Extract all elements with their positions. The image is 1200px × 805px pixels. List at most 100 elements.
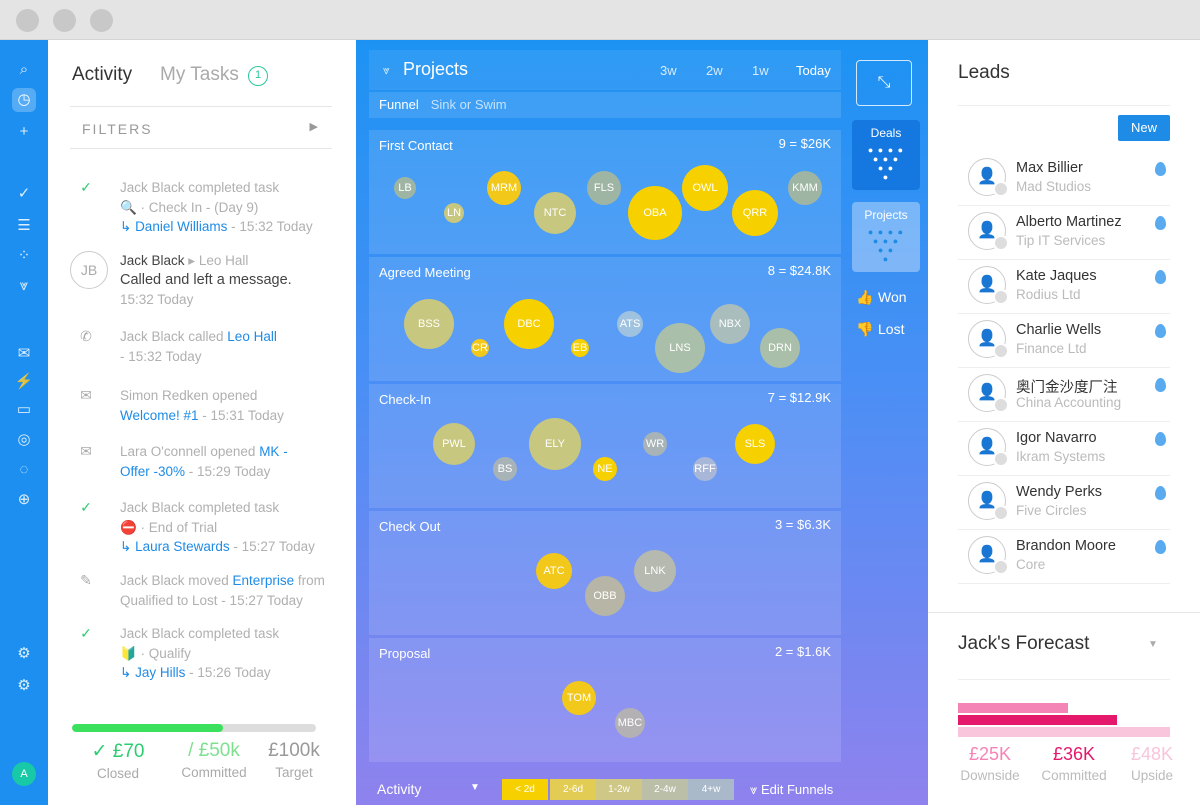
project-bubble[interactable]: NTC — [534, 192, 576, 234]
project-bubble[interactable]: BS — [493, 457, 517, 481]
lead-row[interactable]: 👤 Alberto Martinez Tip IT Services — [958, 206, 1170, 260]
lead-row[interactable]: 👤 Brandon Moore Core — [958, 530, 1170, 584]
feed-text: Simon Redken opened — [120, 388, 258, 403]
window-minimize-button[interactable] — [53, 9, 76, 32]
new-lead-button[interactable]: New — [1118, 115, 1170, 141]
check-icon[interactable]: ✓ — [17, 185, 31, 202]
age-legend-segment: 1-2w — [596, 779, 642, 800]
feed-time: - 15:32 Today — [227, 219, 313, 234]
window-close-button[interactable] — [16, 9, 39, 32]
project-bubble[interactable]: LNS — [655, 323, 705, 373]
won-label: Won — [878, 289, 907, 305]
settings-icon[interactable]: ⚙ — [17, 645, 31, 662]
feed-link[interactable]: Enterprise — [232, 573, 295, 588]
lead-row[interactable]: 👤 Charlie Wells Finance Ltd — [958, 314, 1170, 368]
project-bubble[interactable]: PWL — [433, 423, 475, 465]
project-bubble[interactable]: NE — [593, 457, 617, 481]
project-bubble[interactable]: QRR — [732, 190, 778, 236]
feed-link[interactable]: Welcome! #1 — [120, 407, 199, 423]
tab-deals[interactable]: Deals ● ● ● ● ● ● ● ● ● ● — [852, 120, 920, 190]
lead-row[interactable]: 👤 Kate Jaques Rodius Ltd — [958, 260, 1170, 314]
funnel-name[interactable]: Sink or Swim — [430, 97, 507, 112]
feed-link[interactable]: Jay Hills — [135, 665, 186, 680]
stage-name: Agreed Meeting — [379, 265, 471, 280]
filters-bar[interactable]: FILTERS ▶ — [70, 106, 332, 149]
tab-projects[interactable]: Projects ● ● ● ● ● ● ● ● ● ● — [852, 202, 920, 272]
drop-icon — [1155, 162, 1166, 176]
project-bubble[interactable]: OBA — [628, 186, 682, 240]
user-avatar[interactable]: A — [12, 762, 36, 786]
bolt-icon[interactable]: ⚡ — [14, 373, 34, 390]
project-bubble[interactable]: LN — [444, 203, 464, 223]
lead-row[interactable]: 👤 Wendy Perks Five Circles — [958, 476, 1170, 530]
project-bubble[interactable]: EB — [571, 339, 589, 357]
project-bubble[interactable]: OBB — [585, 576, 625, 616]
project-bubble[interactable]: MRM — [487, 171, 521, 205]
project-bubble[interactable]: LNK — [634, 550, 676, 592]
project-bubble[interactable]: OWL — [682, 165, 728, 211]
tab-my-tasks[interactable]: My Tasks — [160, 64, 239, 85]
project-bubble[interactable]: TOM — [562, 681, 596, 715]
inbox-icon[interactable]: ✉ — [17, 345, 31, 362]
avatar: 👤 — [968, 266, 1009, 305]
lead-row[interactable]: 👤 Max Billier Mad Studios — [958, 152, 1170, 206]
caret-down-icon[interactable]: ▼ — [470, 782, 480, 793]
project-bubble[interactable]: FLS — [587, 171, 621, 205]
won-filter[interactable]: 👍 Won — [856, 289, 907, 306]
search-icon[interactable]: ⌕ — [19, 61, 29, 78]
project-bubble[interactable]: CR — [471, 339, 489, 357]
project-bubble[interactable]: MBC — [615, 708, 645, 738]
project-bubble[interactable]: ATS — [617, 311, 643, 337]
funnel-board: ⩔ Projects 3w 2w 1w Today Funnel Sink or … — [356, 40, 928, 805]
period-2w[interactable]: 2w — [706, 63, 723, 78]
feed-link[interactable]: Laura Stewards — [135, 539, 230, 554]
lost-filter[interactable]: 👎 Lost — [856, 321, 904, 338]
lead-row[interactable]: 👤 奥门金沙度厂注 China Accounting — [958, 368, 1170, 422]
project-bubble[interactable]: WR — [643, 432, 667, 456]
drops-icon[interactable]: ⁘ — [17, 247, 31, 264]
stage-lane: Check Out 3 = $6.3K ATC OBB LNK — [369, 511, 841, 635]
project-bubble[interactable]: DRN — [760, 328, 800, 368]
project-bubble[interactable]: ATC — [536, 553, 572, 589]
feed-link[interactable]: MK - — [259, 444, 288, 459]
project-bubble[interactable]: SLS — [735, 424, 775, 464]
project-bubble[interactable]: KMM — [788, 171, 822, 205]
caret-down-icon[interactable]: ▼ — [1148, 639, 1158, 650]
dashboard-icon[interactable]: ◷ — [12, 88, 36, 112]
feed-link[interactable]: Daniel Williams — [135, 219, 228, 234]
lead-name: Wendy Perks — [1016, 484, 1102, 500]
project-bubble[interactable]: RFF — [693, 457, 717, 481]
window-maximize-button[interactable] — [90, 9, 113, 32]
tab-activity[interactable]: Activity — [72, 64, 133, 85]
funnel-selector[interactable]: Funnel Sink or Swim — [369, 92, 841, 118]
chat-icon[interactable]: ◌ — [19, 461, 29, 478]
avatar[interactable]: JB — [70, 251, 108, 289]
lead-row[interactable]: 👤 Igor Navarro Ikram Systems — [958, 422, 1170, 476]
add-icon[interactable]: + — [19, 123, 29, 140]
feed-link[interactable]: Leo Hall — [227, 329, 277, 344]
thumbs-down-icon: 👎 — [856, 321, 874, 337]
period-3w[interactable]: 3w — [660, 63, 677, 78]
feed-target[interactable]: Leo Hall — [198, 253, 249, 268]
edit-funnels-link[interactable]: ⩔ Edit Funnels — [750, 782, 834, 797]
period-1w[interactable]: 1w — [752, 63, 769, 78]
target-icon[interactable]: ◎ — [17, 431, 31, 448]
project-bubble[interactable]: NBX — [710, 304, 750, 344]
folder-icon[interactable]: ▭ — [16, 401, 32, 418]
funnel-icon[interactable]: ⩔ — [19, 277, 29, 294]
feed-author[interactable]: Jack Black — [120, 253, 185, 268]
feed-message: Called and left a message. — [120, 271, 292, 288]
expand-icon[interactable]: ⤡ — [856, 60, 912, 106]
forecast-panel: Jack's Forecast ▼ £25K Downside £36K Com… — [928, 612, 1200, 805]
project-bubble[interactable]: BSS — [404, 299, 454, 349]
project-bubble[interactable]: DBC — [504, 299, 554, 349]
feed-time: - 15:31 Today — [198, 407, 284, 423]
period-today[interactable]: Today — [796, 63, 831, 78]
activity-filter-label[interactable]: Activity — [377, 781, 422, 797]
feed-link[interactable]: Offer -30% — [120, 463, 186, 479]
list-icon[interactable]: ☰ — [17, 217, 31, 234]
globe-icon[interactable]: ⊕ — [17, 491, 31, 508]
project-bubble[interactable]: ELY — [529, 418, 581, 470]
project-bubble[interactable]: LB — [394, 177, 416, 199]
gear-icon[interactable]: ⚙ — [17, 677, 31, 694]
